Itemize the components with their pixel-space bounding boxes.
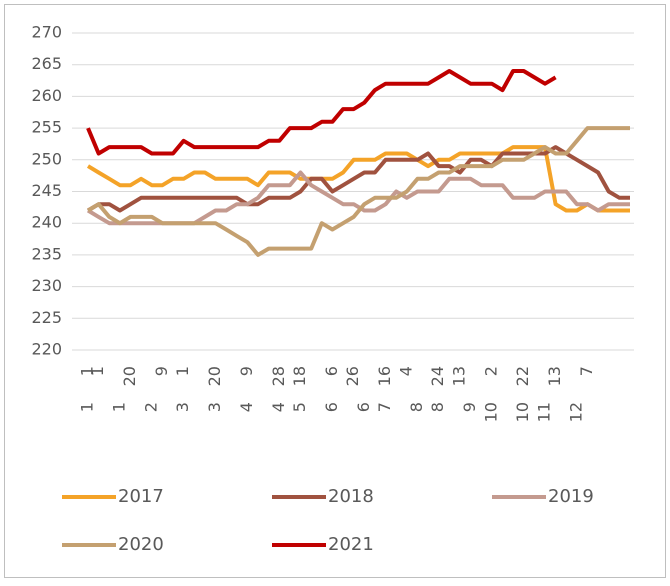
y-tick-label: 260 (31, 86, 62, 105)
x-tick-label: 12 (566, 402, 585, 422)
x-tick-label: 6 (322, 402, 341, 412)
y-tick-label: 230 (31, 276, 62, 295)
x-tick-label: 4 (237, 402, 256, 412)
series-line (86, 69, 557, 156)
chart-frame (4, 4, 666, 578)
series-line (86, 145, 630, 213)
x-tick-label: 9 (152, 366, 171, 376)
x-tick-label: 8 (407, 402, 426, 412)
x-tick-label: 9 (237, 366, 256, 376)
y-tick-label: 255 (31, 118, 62, 137)
x-tick-label: 16 (375, 366, 394, 386)
x-tick-label: 1 (78, 366, 97, 376)
series-line (86, 145, 630, 213)
x-tick-label: 22 (513, 366, 532, 386)
x-tick-label: 6 (322, 366, 341, 376)
legend-label: 2019 (548, 486, 594, 507)
x-tick-label: 4 (269, 402, 288, 412)
y-tick-label: 235 (31, 244, 62, 263)
legend-label: 2017 (118, 486, 164, 507)
x-tick-label: 7 (375, 402, 394, 412)
y-tick-label: 250 (31, 149, 62, 168)
y-tick-label: 245 (31, 181, 62, 200)
legend-label: 2018 (328, 486, 374, 507)
x-tick-label: 11 (534, 402, 553, 422)
y-tick-label: 265 (31, 54, 62, 73)
x-tick-label: 28 (269, 366, 288, 386)
x-tick-label: 20 (205, 366, 224, 386)
x-tick-label: 13 (449, 366, 468, 386)
x-tick-label: 2 (481, 366, 500, 376)
x-tick-label: 13 (545, 366, 564, 386)
series-line (86, 126, 630, 257)
legend-label: 2020 (118, 534, 164, 555)
x-tick-label: 1 (173, 366, 192, 376)
x-tick-label: 2 (141, 402, 160, 412)
y-tick-label: 225 (31, 308, 62, 327)
x-tick-label: 24 (428, 366, 447, 386)
y-tick-label: 220 (31, 340, 62, 359)
x-tick-label: 6 (354, 402, 373, 412)
x-tick-label: 18 (290, 366, 309, 386)
x-tick-label: 9 (460, 402, 479, 412)
x-tick-label: 1 (88, 366, 107, 376)
legend-label: 2021 (328, 534, 374, 555)
y-tick-label: 270 (31, 23, 62, 42)
x-tick-label: 8 (428, 402, 447, 412)
x-tick-label: 3 (173, 402, 192, 412)
x-tick-label: 26 (343, 366, 362, 386)
x-tick-label: 7 (577, 366, 596, 376)
x-tick-label: 10 (481, 402, 500, 422)
x-tick-label: 5 (290, 402, 309, 412)
x-tick-label: 10 (513, 402, 532, 422)
x-tick-label: 1 (109, 402, 128, 412)
x-tick-label: 20 (120, 366, 139, 386)
x-tick-label: 1 (78, 402, 97, 412)
y-tick-label: 240 (31, 213, 62, 232)
x-tick-label: 3 (205, 402, 224, 412)
x-tick-label: 4 (396, 366, 415, 376)
